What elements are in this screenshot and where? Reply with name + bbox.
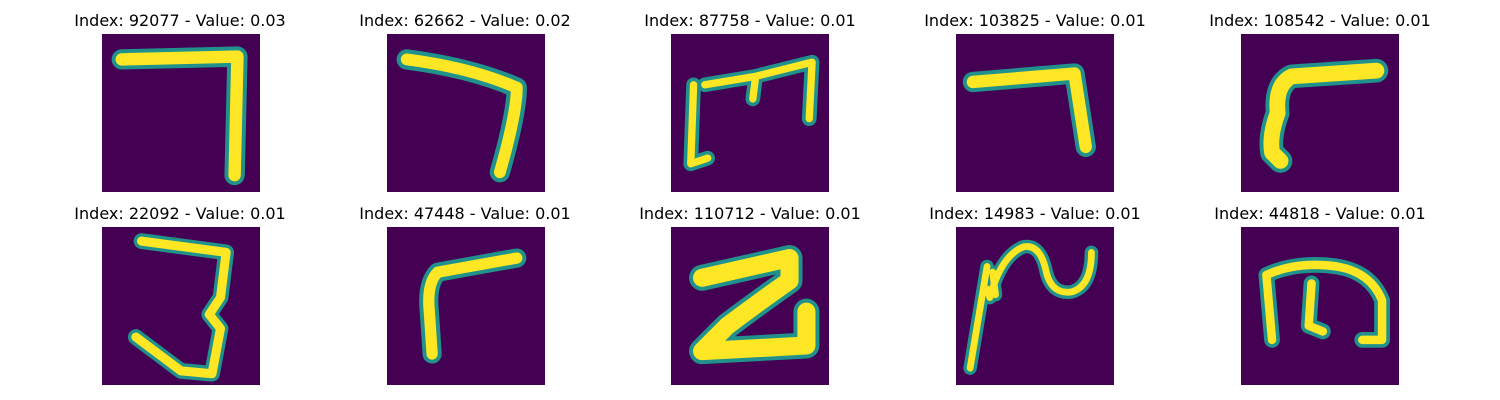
panel-title: Index: 103825 - Value: 0.01 <box>924 11 1146 30</box>
panel-title: Index: 44818 - Value: 0.01 <box>1214 204 1426 223</box>
digit-image <box>671 34 829 192</box>
digit-image <box>102 34 260 192</box>
panel-title: Index: 108542 - Value: 0.01 <box>1209 11 1431 30</box>
panel-title: Index: 62662 - Value: 0.02 <box>359 11 571 30</box>
panel-title: Index: 22092 - Value: 0.01 <box>74 204 286 223</box>
digit-image <box>956 34 1114 192</box>
digit-image <box>387 227 545 385</box>
panel-title: Index: 14983 - Value: 0.01 <box>929 204 1141 223</box>
panel-title: Index: 92077 - Value: 0.03 <box>74 11 286 30</box>
digit-image <box>1241 227 1399 385</box>
digit-image <box>387 34 545 192</box>
digit-image <box>1241 34 1399 192</box>
panel-title: Index: 110712 - Value: 0.01 <box>639 204 861 223</box>
digit-image <box>102 227 260 385</box>
digit-image <box>956 227 1114 385</box>
panel-title: Index: 47448 - Value: 0.01 <box>359 204 571 223</box>
panel-title: Index: 87758 - Value: 0.01 <box>644 11 856 30</box>
digit-image <box>671 227 829 385</box>
